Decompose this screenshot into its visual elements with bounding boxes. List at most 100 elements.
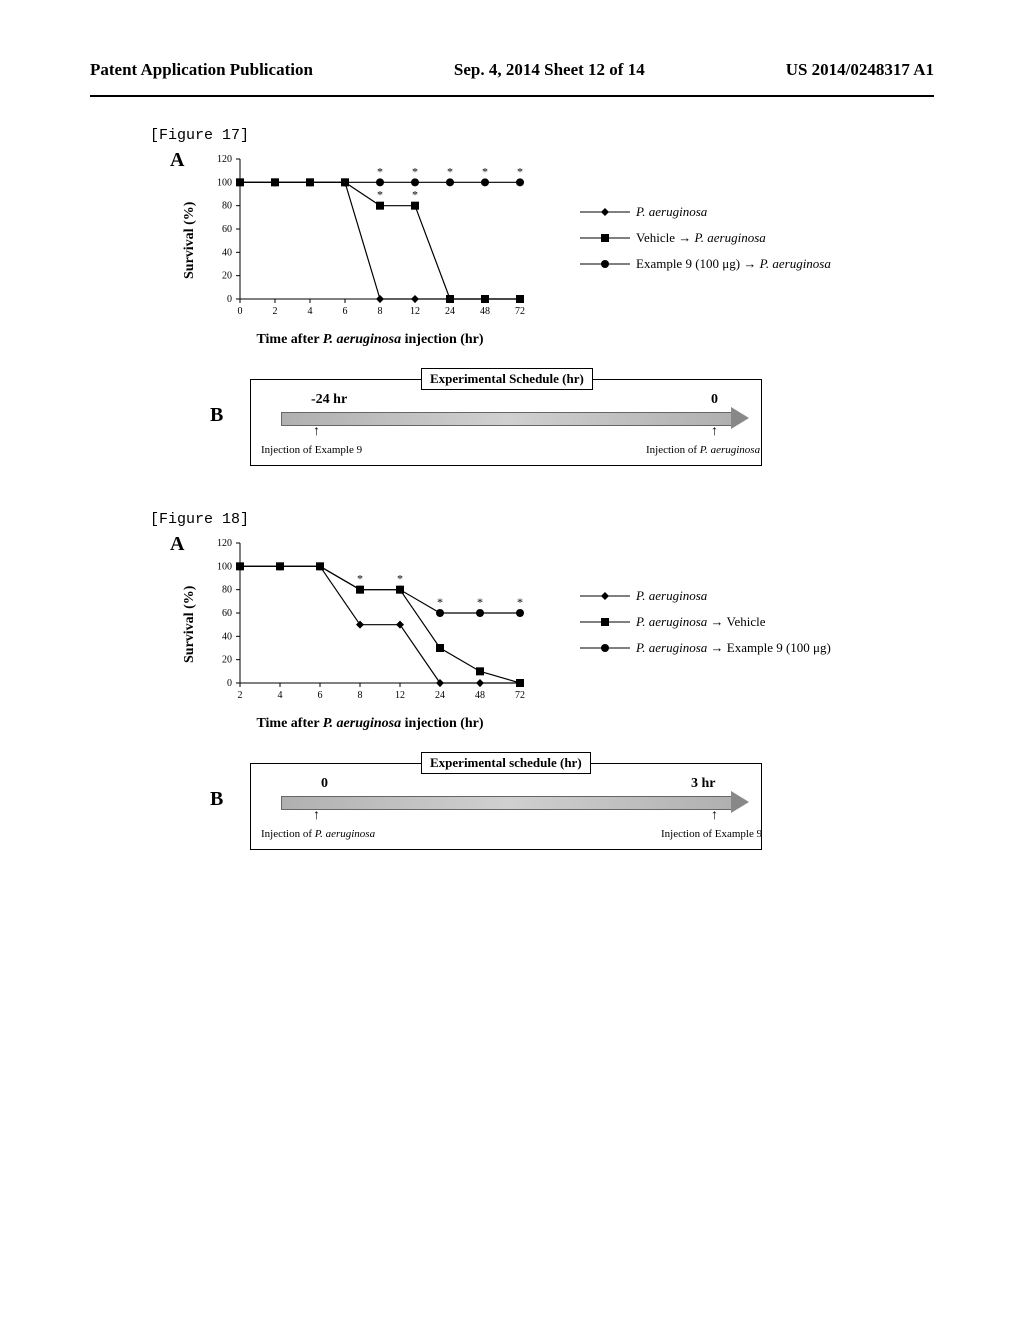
fig18-t2: 3 hr bbox=[691, 776, 716, 792]
fig18-ylabel: Survival (%) bbox=[182, 586, 198, 663]
fig18-t1: 0 bbox=[321, 776, 328, 792]
svg-text:24: 24 bbox=[435, 690, 445, 698]
fig18-schedule-title: Experimental schedule (hr) bbox=[421, 752, 591, 774]
fig17-schedule-title: Experimental Schedule (hr) bbox=[421, 368, 593, 390]
circle-icon bbox=[580, 643, 630, 653]
arrow-icon bbox=[731, 407, 749, 429]
timeline-bar-icon bbox=[281, 796, 733, 810]
fig17-legend: P. aeruginosa Vehicle → P. aeruginosa Ex… bbox=[580, 204, 831, 282]
svg-text:*: * bbox=[377, 164, 383, 178]
fig17-legend-1: Vehicle → P. aeruginosa bbox=[636, 230, 766, 246]
fig18-xlabel: Time after P. aeruginosa injection (hr) bbox=[205, 716, 535, 732]
svg-text:20: 20 bbox=[222, 655, 232, 666]
svg-text:*: * bbox=[437, 595, 443, 609]
svg-text:48: 48 bbox=[475, 690, 485, 698]
header-right: US 2014/0248317 A1 bbox=[786, 60, 934, 80]
svg-text:100: 100 bbox=[217, 561, 232, 572]
fig17-xlabel: Time after P. aeruginosa injection (hr) bbox=[205, 332, 535, 348]
figure18: A Survival (%) 0204060801001202468122448… bbox=[150, 533, 1024, 850]
fig18-legend: P. aeruginosa P. aeruginosa → Vehicle P.… bbox=[580, 588, 831, 666]
svg-text:*: * bbox=[482, 164, 488, 178]
fig18-legend-0: P. aeruginosa bbox=[636, 588, 707, 604]
fig17-legend-0: P. aeruginosa bbox=[636, 204, 707, 220]
up-arrow-icon: ↑ bbox=[313, 424, 320, 440]
fig17-inj1: Injection of Example 9 bbox=[261, 444, 362, 456]
svg-text:0: 0 bbox=[238, 306, 243, 314]
svg-text:20: 20 bbox=[222, 271, 232, 282]
up-arrow-icon: ↑ bbox=[711, 808, 718, 824]
svg-text:120: 120 bbox=[217, 154, 232, 165]
fig18-legend-row-2: P. aeruginosa → Example 9 (100 μg) bbox=[580, 640, 831, 656]
fig18-chart-svg: 020406080100120246812244872***** bbox=[205, 533, 535, 698]
svg-text:*: * bbox=[517, 164, 523, 178]
fig17-legend-2: Example 9 (100 μg) → P. aeruginosa bbox=[636, 256, 831, 272]
square-icon bbox=[580, 233, 630, 243]
svg-text:*: * bbox=[477, 595, 483, 609]
header-center: Sep. 4, 2014 Sheet 12 of 14 bbox=[454, 60, 645, 80]
svg-text:80: 80 bbox=[222, 201, 232, 212]
figure18-label: [Figure 18] bbox=[150, 511, 1024, 528]
circle-icon bbox=[580, 259, 630, 269]
svg-text:*: * bbox=[357, 572, 363, 586]
svg-text:*: * bbox=[377, 188, 383, 202]
svg-text:*: * bbox=[517, 595, 523, 609]
header-rule bbox=[90, 95, 934, 97]
svg-text:100: 100 bbox=[217, 177, 232, 188]
svg-text:72: 72 bbox=[515, 306, 525, 314]
svg-text:48: 48 bbox=[480, 306, 490, 314]
svg-text:40: 40 bbox=[222, 631, 232, 642]
fig18-schedule: Experimental schedule (hr) 0 3 hr ↑ Inje… bbox=[250, 763, 762, 850]
fig17-panel-b-label: B bbox=[210, 404, 223, 427]
svg-text:12: 12 bbox=[410, 306, 420, 314]
svg-text:*: * bbox=[412, 188, 418, 202]
fig18-chart: Survival (%) 020406080100120246812244872… bbox=[190, 533, 890, 733]
diamond-icon bbox=[580, 591, 630, 601]
svg-text:12: 12 bbox=[395, 690, 405, 698]
fig18-panel-a-label: A bbox=[170, 533, 184, 556]
diamond-icon bbox=[580, 207, 630, 217]
svg-text:6: 6 bbox=[343, 306, 348, 314]
fig17-ylabel: Survival (%) bbox=[182, 202, 198, 279]
figure17: A Survival (%) 0204060801001200246812244… bbox=[150, 149, 1024, 466]
fig17-legend-row-1: Vehicle → P. aeruginosa bbox=[580, 230, 831, 246]
page-header: Patent Application Publication Sep. 4, 2… bbox=[0, 0, 1024, 90]
fig18-panel-b-label: B bbox=[210, 788, 223, 811]
svg-text:60: 60 bbox=[222, 608, 232, 619]
fig17-chart-svg: 0204060801001200246812244872******* bbox=[205, 149, 535, 314]
svg-text:40: 40 bbox=[222, 247, 232, 258]
arrow-icon bbox=[731, 791, 749, 813]
header-left: Patent Application Publication bbox=[90, 60, 313, 80]
fig17-inj2: Injection of P. aeruginosa bbox=[646, 444, 760, 456]
fig17-t2: 0 bbox=[711, 392, 718, 408]
svg-text:0: 0 bbox=[227, 294, 232, 305]
fig18-legend-row-0: P. aeruginosa bbox=[580, 588, 831, 604]
fig18-legend-1: P. aeruginosa → Vehicle bbox=[636, 614, 766, 630]
svg-text:60: 60 bbox=[222, 224, 232, 235]
svg-text:*: * bbox=[397, 572, 403, 586]
svg-text:24: 24 bbox=[445, 306, 455, 314]
svg-text:*: * bbox=[412, 164, 418, 178]
square-icon bbox=[580, 617, 630, 627]
svg-text:0: 0 bbox=[227, 678, 232, 689]
svg-text:2: 2 bbox=[238, 690, 243, 698]
svg-text:80: 80 bbox=[222, 585, 232, 596]
svg-text:120: 120 bbox=[217, 538, 232, 549]
figure17-label: [Figure 17] bbox=[150, 127, 1024, 144]
fig17-t1: -24 hr bbox=[311, 392, 347, 408]
fig18-legend-row-1: P. aeruginosa → Vehicle bbox=[580, 614, 831, 630]
fig17-legend-row-0: P. aeruginosa bbox=[580, 204, 831, 220]
svg-text:2: 2 bbox=[273, 306, 278, 314]
svg-text:*: * bbox=[447, 164, 453, 178]
up-arrow-icon: ↑ bbox=[711, 424, 718, 440]
svg-text:6: 6 bbox=[318, 690, 323, 698]
fig17-panel-a-label: A bbox=[170, 149, 184, 172]
fig18-inj2: Injection of Example 9 bbox=[661, 828, 762, 840]
svg-text:8: 8 bbox=[378, 306, 383, 314]
svg-text:4: 4 bbox=[278, 690, 283, 698]
fig17-schedule: Experimental Schedule (hr) -24 hr 0 ↑ In… bbox=[250, 379, 762, 466]
fig17-legend-row-2: Example 9 (100 μg) → P. aeruginosa bbox=[580, 256, 831, 272]
svg-text:4: 4 bbox=[308, 306, 313, 314]
fig17-chart: Survival (%) 020406080100120024681224487… bbox=[190, 149, 890, 349]
fig18-inj1: Injection of P. aeruginosa bbox=[261, 828, 375, 840]
svg-text:8: 8 bbox=[358, 690, 363, 698]
